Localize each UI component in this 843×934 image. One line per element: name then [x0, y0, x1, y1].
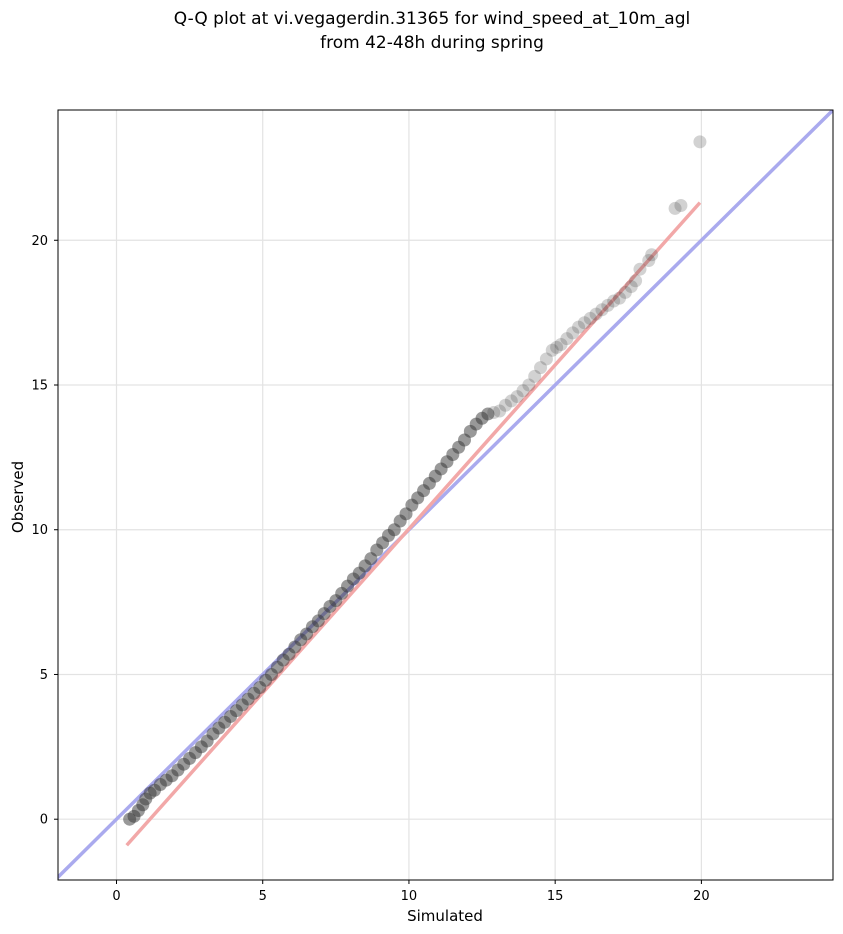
- x-tick-label: 15: [547, 889, 564, 904]
- x-tick-label: 0: [112, 889, 120, 904]
- data-point: [642, 254, 656, 268]
- data-point: [481, 407, 495, 421]
- data-point: [595, 303, 609, 317]
- fit-line: [125, 201, 702, 847]
- data-point: [560, 332, 574, 346]
- data-point: [528, 369, 542, 383]
- y-axis-label: Observed: [9, 461, 27, 533]
- data-point: [493, 404, 507, 418]
- data-point: [487, 406, 501, 419]
- data-point: [624, 280, 638, 294]
- data-point: [601, 298, 615, 312]
- data-point: [504, 394, 518, 408]
- data-point: [539, 352, 553, 366]
- data-point: [577, 316, 591, 330]
- data-point: [498, 398, 512, 412]
- data-point: [674, 199, 688, 213]
- data-point: [550, 340, 564, 354]
- data-point: [629, 274, 643, 288]
- y-tick-label: 15: [31, 379, 48, 394]
- data-point: [522, 378, 536, 392]
- points-layer: [123, 135, 707, 826]
- data-point: [693, 135, 707, 149]
- y-tick-label: 5: [40, 668, 48, 683]
- x-axis-label: Simulated: [407, 907, 483, 925]
- identity-reference-line: [58, 110, 833, 880]
- data-point: [613, 291, 627, 305]
- data-point: [545, 343, 559, 357]
- data-point: [607, 294, 621, 308]
- data-point: [583, 311, 597, 325]
- y-tick-label: 10: [31, 523, 48, 538]
- data-point: [633, 262, 647, 276]
- plot-frame: [57, 109, 834, 881]
- x-tick-label: 10: [401, 889, 418, 904]
- x-tick-label: 20: [693, 889, 710, 904]
- data-point: [534, 361, 548, 375]
- data-point: [618, 285, 632, 299]
- data-point: [589, 307, 603, 321]
- chart-title-line-2: from 42-48h during spring: [320, 33, 544, 53]
- y-tick-label: 20: [31, 234, 48, 249]
- data-point: [645, 248, 659, 262]
- data-point: [566, 326, 580, 340]
- data-point: [572, 320, 586, 334]
- data-point: [668, 201, 682, 215]
- data-point: [510, 390, 524, 404]
- x-tick-label: 5: [259, 889, 267, 904]
- chart-title-line-1: Q-Q plot at vi.vegagerdin.31365 for wind…: [174, 9, 690, 29]
- y-tick-label: 0: [40, 813, 48, 828]
- data-point: [554, 337, 568, 351]
- data-point: [516, 384, 530, 398]
